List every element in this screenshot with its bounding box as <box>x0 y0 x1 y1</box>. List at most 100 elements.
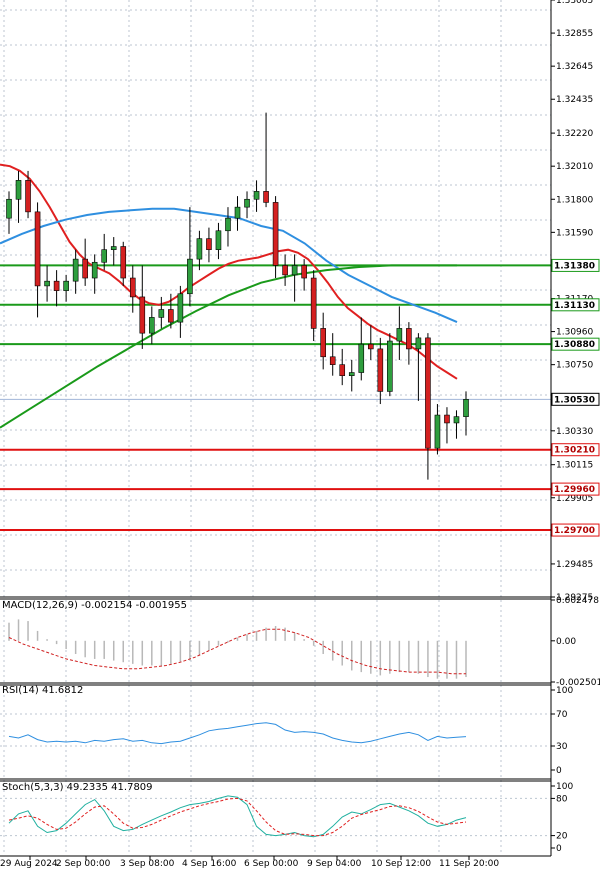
y-tick-label: 1.32220 <box>556 129 593 139</box>
y-tick-label: 1.29275 <box>556 593 593 603</box>
level-tag-box <box>551 298 600 312</box>
candle-body <box>215 230 222 250</box>
candle-body <box>120 246 127 279</box>
macd-tick-label: 0.002478 <box>556 596 599 606</box>
level-tag-text: 1.30210 <box>554 446 595 456</box>
x-tick-label: 6 Sep 00:00 <box>244 859 299 869</box>
candle <box>310 270 317 342</box>
candle <box>272 196 279 279</box>
rsi-tick-label: 100 <box>556 686 573 696</box>
candle <box>63 274 69 302</box>
candle-body <box>339 364 346 376</box>
candle <box>396 306 403 360</box>
candle <box>82 238 88 286</box>
y-tick-label: 1.30750 <box>556 361 593 371</box>
candle <box>329 333 336 376</box>
candle-body <box>329 356 336 365</box>
candle <box>149 306 155 345</box>
candle <box>387 333 393 397</box>
candle <box>253 180 260 212</box>
y-tick-label: 1.33065 <box>556 0 593 6</box>
level-tag-box <box>551 482 600 496</box>
candle-body <box>63 280 69 291</box>
grid <box>0 0 551 855</box>
candle <box>53 270 60 307</box>
candle-body <box>158 309 165 318</box>
candle-body <box>367 343 374 350</box>
candle-body <box>282 265 288 276</box>
candle <box>234 196 241 231</box>
candle <box>415 333 422 401</box>
candle-body <box>177 293 184 323</box>
level-tag-text: 1.30530 <box>554 395 595 405</box>
stoch-label: Stoch(5,3,3) 49.2335 41.7809 <box>2 782 153 793</box>
candle <box>196 230 203 271</box>
x-tick-label: 9 Sep 04:00 <box>307 859 362 869</box>
candle-body <box>453 416 460 424</box>
candle-body <box>53 280 60 291</box>
candle <box>91 254 98 294</box>
candle <box>206 227 212 263</box>
candle <box>367 325 374 360</box>
stoch-tick-label: 80 <box>556 794 568 804</box>
x-tick-label: 4 Sep 16:00 <box>182 859 237 869</box>
x-tick-label: 29 Aug 2024 <box>0 859 58 869</box>
moving-averages <box>0 163 458 429</box>
candle-body <box>91 261 98 279</box>
y-tick-label: 1.31590 <box>556 228 593 238</box>
candle-body <box>149 317 155 334</box>
level-tag-text: 1.31380 <box>554 261 595 271</box>
candle <box>225 207 231 247</box>
candle-body <box>72 258 79 282</box>
ma-mid-line <box>0 207 458 324</box>
x-tick-label: 11 Sep 20:00 <box>439 859 499 869</box>
rsi-line <box>8 722 467 745</box>
candle-body <box>320 328 326 358</box>
candle-body <box>272 202 279 266</box>
macd-tick-label: -0.002501 <box>556 678 600 688</box>
candle-body <box>291 265 298 276</box>
candle-body <box>434 414 441 449</box>
level-price-tags: 1.31380 1.31130 1.30880 1.30530 1.30210 1.299… <box>551 258 600 537</box>
candle-body <box>463 399 469 417</box>
candle <box>120 241 127 286</box>
level-tag: 1.30880 <box>551 337 600 351</box>
ma-slow-line <box>0 264 457 429</box>
y-tick-label: 1.32010 <box>556 162 593 172</box>
level-tag: 1.31130 <box>551 298 600 312</box>
macd-label: MACD(12,26,9) -0.002154 -0.001955 <box>2 600 187 611</box>
rsi-label: RSI(14) 41.6812 <box>2 685 84 696</box>
candle <box>187 207 193 307</box>
candle <box>406 322 412 365</box>
candle <box>215 222 222 260</box>
candle <box>348 359 355 392</box>
candle <box>44 265 50 302</box>
level-tag: 1.29700 <box>551 523 600 537</box>
candle <box>291 254 298 302</box>
candle <box>168 293 174 329</box>
candle <box>158 296 165 329</box>
level-tag: 1.30530 <box>551 392 600 406</box>
candle <box>358 317 365 381</box>
candle-body <box>44 280 50 287</box>
candle <box>301 259 307 291</box>
candle-body <box>348 372 355 376</box>
candle-body <box>301 265 307 279</box>
level-tag: 1.29960 <box>551 482 600 496</box>
y-tick-label: 1.32435 <box>556 95 593 105</box>
x-tick-label: 2 Sep 00:00 <box>56 859 111 869</box>
level-tag-box <box>551 392 600 406</box>
macd-panel <box>8 619 467 679</box>
ma-fast-line <box>0 163 458 380</box>
candle <box>339 348 346 386</box>
y-tick-label: 1.32645 <box>556 62 593 72</box>
candle <box>101 233 108 271</box>
candlesticks <box>6 112 469 480</box>
candle <box>244 191 250 219</box>
level-tag-box <box>551 523 600 537</box>
candle-body <box>196 238 203 260</box>
level-tag: 1.31380 <box>551 258 600 272</box>
candle-body <box>25 180 31 213</box>
